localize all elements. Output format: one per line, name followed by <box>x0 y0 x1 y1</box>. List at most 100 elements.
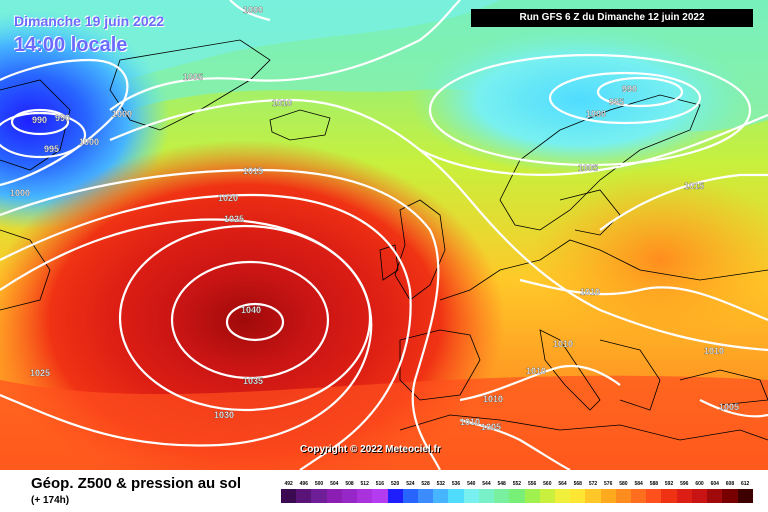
isobar-label-1015-atlantic: 1015 <box>243 166 263 176</box>
isobar-labels: 1000 990 990 995 1000 1000 1000 1005 101… <box>10 5 739 432</box>
scale-swatch <box>585 489 601 503</box>
forecast-time: 14:00 locale <box>14 34 128 56</box>
scale-swatch <box>524 489 540 503</box>
isobar-label-1015-russia: 1015 <box>684 181 704 191</box>
scale-tick-label: 604 <box>710 481 719 487</box>
scale-tick-label: 592 <box>664 481 674 487</box>
isobar-995-scandinavia <box>548 71 702 125</box>
isobar-label-990-scandinavia: 990 <box>622 84 637 94</box>
color-scale-swatches <box>281 489 753 503</box>
baltic-coast <box>559 189 621 236</box>
scale-swatch <box>676 489 692 503</box>
scale-tick-label: 512 <box>360 481 369 487</box>
scale-swatch <box>417 489 434 503</box>
scale-tick-label: 508 <box>345 481 354 487</box>
isobar-1010-europe-line <box>519 278 768 322</box>
copyright-notice: Copyright © 2022 Meteociel.fr <box>300 444 441 455</box>
scale-swatch <box>570 489 586 503</box>
balkans-coast <box>599 339 661 411</box>
british-isles-coast <box>394 199 446 301</box>
scale-swatch <box>372 489 388 503</box>
isobar-label-1020: 1020 <box>218 193 238 203</box>
isobar-label-1005-sahara: 1005 <box>481 422 501 432</box>
isobar-1000-line-b <box>229 0 271 22</box>
isobar-1020-line <box>0 193 412 470</box>
turkey-coast <box>679 369 768 406</box>
isobar-1035 <box>170 260 330 380</box>
iberia-coast <box>399 329 481 401</box>
isobar-label-995-labrador: 995 <box>44 144 59 154</box>
scale-tick-label: 548 <box>497 481 506 487</box>
scale-tick-label: 572 <box>588 481 598 487</box>
isobar-label-1010-sahara: 1010 <box>460 417 480 427</box>
isobar-995-labrador <box>0 111 87 159</box>
isobar-1000-scandinavia <box>428 53 752 167</box>
scale-tick-label: 568 <box>573 481 582 487</box>
isobar-1005-sahara-line <box>459 418 571 470</box>
scale-swatch <box>478 489 495 503</box>
north-band <box>0 0 500 120</box>
isobar-label-1000-canada-east: 1000 <box>10 188 30 198</box>
scale-swatch <box>341 489 358 503</box>
scale-tick-label: 552 <box>512 481 522 487</box>
isobar-1000-line-a <box>0 58 129 187</box>
scale-swatch <box>357 489 373 503</box>
isobar-label-1000-north: 1000 <box>243 5 263 15</box>
model-run-label: Run GFS 6 Z du Dimanche 12 juin 2022 <box>471 9 753 27</box>
isobar-label-1010-sardinia: 1010 <box>526 366 546 376</box>
isobar-label-1010-algeria: 1010 <box>483 394 503 404</box>
scale-tick-label: 588 <box>649 481 659 487</box>
isobar-label-1035: 1035 <box>243 376 263 386</box>
scale-tick-label: 600 <box>695 481 704 487</box>
scale-tick-label: 524 <box>406 481 415 487</box>
color-scale-ticks: 492 496 500 504 508 512 516 520 524 528 532 536 540 5… <box>281 479 753 489</box>
scale-swatch <box>539 489 555 503</box>
scale-swatch <box>433 489 449 503</box>
scale-tick-label: 544 <box>482 481 491 487</box>
scale-swatch <box>448 489 464 503</box>
isobar-label-1010-italy: 1010 <box>553 339 573 349</box>
isobar-label-1000-newfoundland: 1000 <box>79 137 99 147</box>
labrador-coast <box>0 79 71 171</box>
isobar-label-990-labrador-b: 990 <box>55 113 70 123</box>
scale-swatch <box>631 489 647 503</box>
isobar-990-scandinavia <box>596 76 684 108</box>
isobar-1005-scandinavia-line <box>419 113 768 176</box>
scale-tick-label: 596 <box>680 481 689 487</box>
isobar-label-1025-west: 1025 <box>30 368 50 378</box>
isobar-label-1000-scandinavia: 1000 <box>586 109 606 119</box>
isobar-label-1040: 1040 <box>241 305 261 315</box>
scale-tick-label: 500 <box>314 481 324 487</box>
canada-coast <box>0 229 51 311</box>
scale-swatch <box>554 489 571 503</box>
scale-swatch <box>463 489 479 503</box>
scale-tick-label: 576 <box>604 481 613 487</box>
scale-swatch <box>509 489 525 503</box>
scale-tick-label: 612 <box>741 481 750 487</box>
africa-coast <box>399 414 768 441</box>
scale-swatch <box>600 489 616 503</box>
scale-swatch <box>691 489 708 503</box>
scale-tick-label: 496 <box>299 481 308 487</box>
isobar-1005-turkey-line <box>699 399 768 418</box>
scale-tick-label: 528 <box>421 481 430 487</box>
isobar-label-1005-turkey: 1005 <box>719 402 739 412</box>
scale-swatch <box>737 489 753 503</box>
scale-tick-label: 536 <box>451 481 461 487</box>
scale-tick-label: 540 <box>467 481 476 487</box>
scale-swatch <box>615 489 632 503</box>
greenland-coast <box>109 39 271 131</box>
legend-footer: Géop. Z500 & pression au sol (+ 174h) 49… <box>0 470 768 512</box>
scale-swatch <box>402 489 418 503</box>
isobar-label-1005-baltic: 1005 <box>578 163 598 173</box>
scale-swatch <box>326 489 342 503</box>
scale-swatch <box>311 489 327 503</box>
scale-swatch <box>387 489 403 503</box>
isobar-1025-line <box>0 218 373 447</box>
scale-tick-label: 532 <box>436 481 445 487</box>
scandinavia-low-fill <box>410 25 750 175</box>
scale-swatch <box>722 489 738 503</box>
color-scale: 492 496 500 504 508 512 516 520 524 528 532 536 540 5… <box>281 479 753 507</box>
scale-swatch <box>494 489 510 503</box>
